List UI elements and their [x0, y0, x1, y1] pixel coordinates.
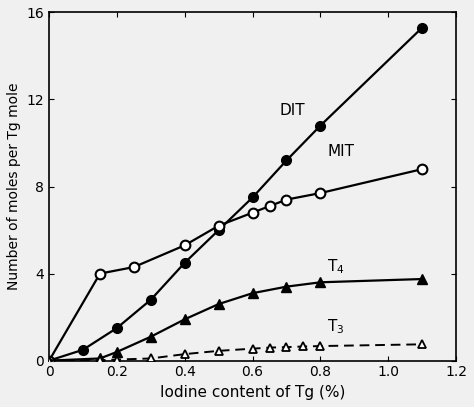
- Text: DIT: DIT: [280, 103, 305, 118]
- X-axis label: Iodine content of Tg (%): Iodine content of Tg (%): [160, 385, 345, 400]
- Y-axis label: Number of moles per Tg mole: Number of moles per Tg mole: [7, 83, 21, 290]
- Text: T$_3$: T$_3$: [327, 317, 345, 336]
- Text: MIT: MIT: [327, 144, 354, 159]
- Text: T$_4$: T$_4$: [327, 258, 345, 276]
